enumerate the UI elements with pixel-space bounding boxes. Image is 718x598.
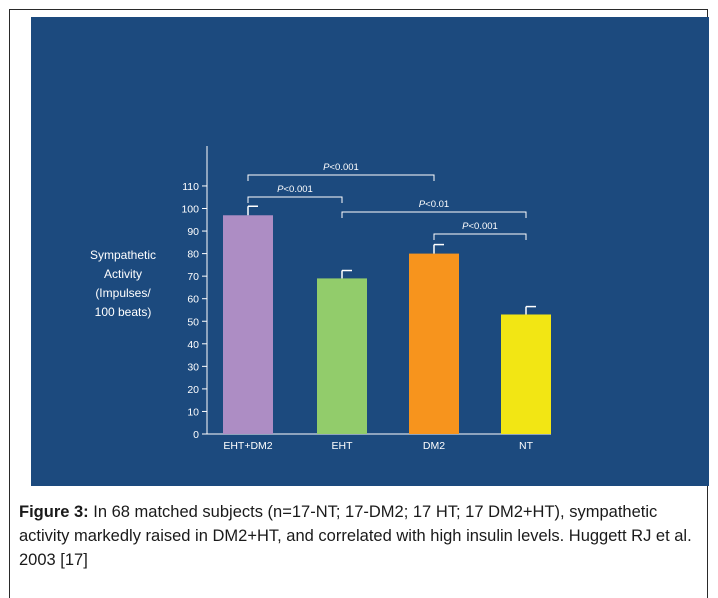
significance-label: P<0.001 [462, 221, 498, 232]
significance-bracket [247, 174, 435, 181]
significance-bracket [341, 211, 527, 218]
y-axis-label: 100 beats) [95, 305, 152, 319]
significance-label: P<0.001 [323, 162, 359, 173]
x-tick-label: EHT+DM2 [223, 440, 272, 452]
y-tick-label: 40 [187, 339, 199, 351]
bar-eht [317, 278, 367, 434]
figure-caption: Figure 3: In 68 matched subjects (n=17-N… [19, 500, 709, 572]
chart-panel: 0 10 20 30 40 50 60 70 80 90 100 110 Sympathetic Acti… [31, 17, 709, 486]
bar-eht-dm2 [223, 215, 273, 434]
y-axis-label: Activity [104, 267, 142, 281]
caption-label: Figure 3: [19, 503, 89, 521]
y-tick-label: 110 [182, 181, 199, 193]
significance-bracket [247, 196, 343, 203]
x-tick-label: NT [519, 440, 534, 452]
bar-dm2 [409, 253, 459, 434]
significance-label: P<0.001 [277, 184, 313, 195]
bar-chart: 0 10 20 30 40 50 60 70 80 90 100 110 Sympathetic Acti… [90, 145, 551, 452]
caption-text: In 68 matched subjects (n=17-NT; 17-DM2;… [19, 503, 692, 569]
y-tick-label: 80 [187, 249, 199, 261]
y-tick-label: 0 [193, 429, 199, 441]
x-tick-label: EHT [332, 440, 354, 452]
y-tick-label: 90 [187, 226, 199, 238]
significance-label: P<0.01 [419, 199, 449, 210]
y-tick-label: 100 [181, 204, 199, 216]
y-tick-label: 30 [187, 361, 199, 373]
y-tick-label: 50 [187, 316, 199, 328]
y-tick-label: 60 [187, 294, 199, 306]
y-tick-label: 10 [187, 406, 199, 418]
y-tick-label: 70 [187, 271, 199, 283]
y-axis-label: Sympathetic [90, 248, 156, 262]
bar-nt [501, 314, 551, 434]
y-axis-label: (Impulses/ [95, 286, 151, 300]
y-tick-label: 20 [187, 384, 199, 396]
significance-bracket [433, 233, 527, 240]
x-tick-label: DM2 [423, 440, 445, 452]
